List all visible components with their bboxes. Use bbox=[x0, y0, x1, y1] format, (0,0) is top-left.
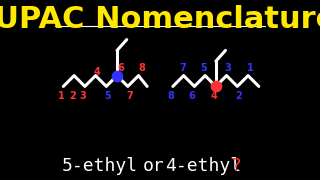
Text: 2: 2 bbox=[235, 91, 242, 101]
Text: 1: 1 bbox=[247, 62, 253, 73]
Text: or: or bbox=[143, 157, 164, 175]
Text: 8: 8 bbox=[167, 91, 174, 101]
Text: 8: 8 bbox=[138, 62, 145, 73]
Text: 7: 7 bbox=[179, 62, 186, 73]
Point bbox=[213, 85, 218, 88]
Text: 1: 1 bbox=[58, 91, 65, 101]
Point bbox=[115, 74, 120, 77]
Text: 7: 7 bbox=[127, 91, 133, 101]
Text: 6: 6 bbox=[189, 91, 196, 101]
Text: 5: 5 bbox=[104, 91, 111, 101]
Text: 4-ethyl: 4-ethyl bbox=[165, 157, 241, 175]
Text: 2: 2 bbox=[70, 91, 76, 101]
Text: IUPAC Nomenclature: IUPAC Nomenclature bbox=[0, 5, 320, 34]
Text: 5: 5 bbox=[201, 62, 207, 73]
Text: 4: 4 bbox=[210, 91, 217, 101]
Text: ?: ? bbox=[231, 157, 242, 175]
Text: 3: 3 bbox=[224, 62, 231, 73]
Text: 6: 6 bbox=[117, 62, 124, 73]
Text: 4: 4 bbox=[93, 67, 100, 77]
Text: 5-ethyl: 5-ethyl bbox=[62, 157, 138, 175]
Text: 3: 3 bbox=[79, 91, 86, 101]
